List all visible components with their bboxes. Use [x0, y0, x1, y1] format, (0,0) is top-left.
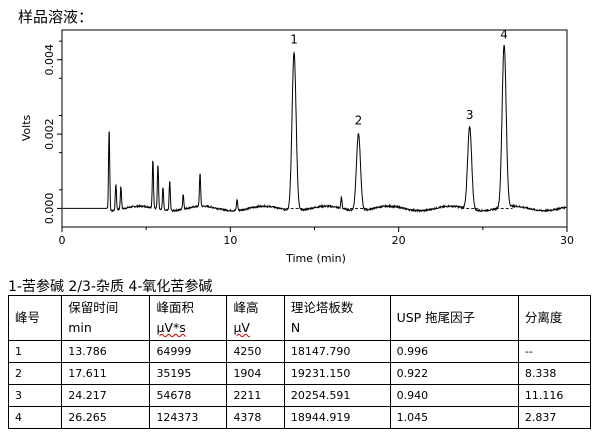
- table-cell: 4250: [226, 340, 285, 363]
- table-cell: 2: [7, 362, 63, 385]
- table-cell: 26.265: [61, 406, 151, 429]
- table-cell: 2.837: [517, 406, 592, 429]
- chromatogram-trace: [62, 44, 567, 213]
- results-table: 峰号 保留时间 min 峰面积 μV*s 峰高 μV 理论塔板数 N USP 拖尾因子 …: [7, 295, 592, 429]
- table-cell: 35195: [149, 362, 228, 385]
- table-cell: 20254.591: [283, 384, 391, 407]
- table-row: 2 17.611 35195 1904 19231.150 0.922 8.33…: [7, 362, 592, 385]
- table-cell: 13.786: [61, 340, 151, 363]
- table-row: 1 13.786 64999 4250 18147.790 0.996 --: [7, 340, 592, 363]
- table-cell: 0.940: [389, 384, 519, 407]
- table-cell: 11.116: [517, 384, 592, 407]
- y-tick-label: 0.000: [43, 193, 56, 225]
- table-cell: 18147.790: [283, 340, 391, 363]
- peak-label: 1: [290, 32, 298, 46]
- table-cell: 1904: [226, 362, 285, 385]
- compound-legend: 1-苦参碱 2/3-杂质 4-氧化苦参碱: [8, 279, 213, 295]
- table-cell: 24.217: [61, 384, 151, 407]
- peak-label: 2: [355, 113, 363, 127]
- header-retention-time: 保留时间 min: [61, 295, 151, 341]
- header-peak-height: 峰高 μV: [226, 295, 285, 341]
- x-tick-label: 30: [560, 234, 574, 247]
- y-tick-label: 0.002: [43, 118, 56, 150]
- table-cell: 3: [7, 384, 63, 407]
- table-cell: 18944.919: [283, 406, 391, 429]
- header-resolution: 分离度: [517, 295, 592, 341]
- y-tick-label: 0.004: [43, 44, 56, 76]
- table-cell: 1.045: [389, 406, 519, 429]
- header-peak-area: 峰面积 μV*s: [149, 295, 228, 341]
- table-cell: 1: [7, 340, 63, 363]
- table-cell: 54678: [149, 384, 228, 407]
- table-cell: 124373: [149, 406, 228, 429]
- table-cell: 17.611: [61, 362, 151, 385]
- y-axis-label: Volts: [20, 114, 33, 141]
- table-cell: 8.338: [517, 362, 592, 385]
- chromatogram-chart: 0 10 20 30 0.000 0.002 0.004 1 2 3 4 Time (min) V…: [20, 28, 574, 265]
- plot-frame: [61, 29, 568, 228]
- x-tick-label: 10: [223, 234, 237, 247]
- table-cell: 0.922: [389, 362, 519, 385]
- x-tick-label: 20: [392, 234, 406, 247]
- table-cell: 2211: [226, 384, 285, 407]
- table-cell: --: [517, 340, 592, 363]
- x-tick-label: 0: [59, 234, 66, 247]
- table-row: 3 24.217 54678 2211 20254.591 0.940 11.1…: [7, 384, 592, 407]
- header-usp-tailing: USP 拖尾因子: [389, 295, 519, 341]
- x-axis-label: Time (min): [285, 252, 346, 265]
- table-cell: 4: [7, 406, 63, 429]
- table-cell: 4378: [226, 406, 285, 429]
- table-header-row: 峰号 保留时间 min 峰面积 μV*s 峰高 μV 理论塔板数 N USP 拖尾因子 …: [7, 295, 592, 341]
- peak-label: 4: [500, 28, 508, 42]
- header-peak-number: 峰号: [7, 295, 63, 341]
- table-cell: 64999: [149, 340, 228, 363]
- peak-label: 3: [466, 108, 474, 122]
- header-theoretical-plates: 理论塔板数 N: [283, 295, 391, 341]
- table-row: 4 26.265 124373 4378 18944.919 1.045 2.8…: [7, 406, 592, 429]
- table-cell: 0.996: [389, 340, 519, 363]
- sample-title: 样品溶液：: [18, 8, 94, 26]
- table-cell: 19231.150: [283, 362, 391, 385]
